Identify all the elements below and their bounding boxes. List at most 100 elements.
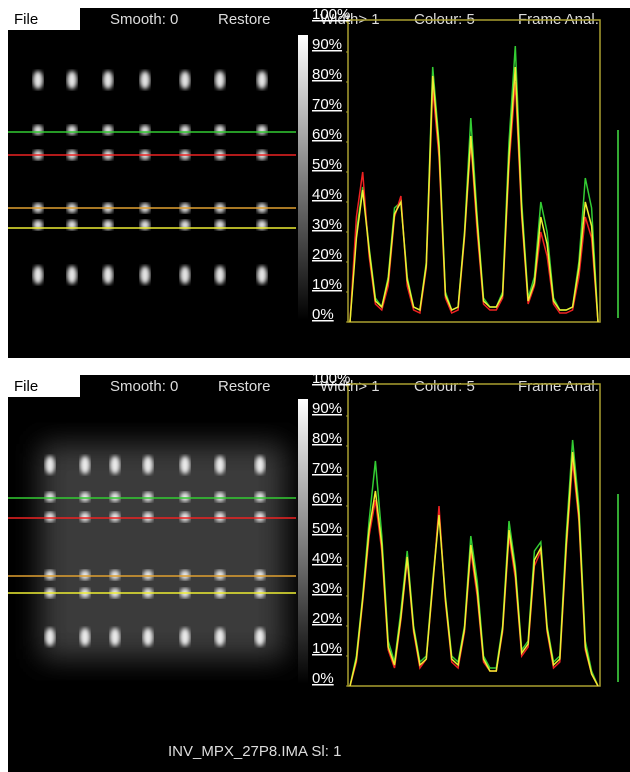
- image-spot: [67, 125, 77, 135]
- profile-series: [349, 66, 599, 323]
- y-tick-label: 10%: [312, 640, 342, 657]
- menu-item[interactable]: Colour: 5: [414, 378, 475, 395]
- image-spot: [80, 456, 90, 474]
- y-tick-label: 0%: [312, 306, 334, 323]
- image-spot: [67, 71, 77, 89]
- y-tick-label: 20%: [312, 246, 342, 263]
- image-spot: [257, 266, 267, 284]
- image-spot: [33, 71, 43, 89]
- y-tick-label: 90%: [312, 36, 342, 53]
- image-spot: [45, 628, 55, 646]
- image-spot: [255, 492, 265, 502]
- y-tick-label: 30%: [312, 216, 342, 233]
- y-tick-label: 50%: [312, 156, 342, 173]
- menu-item[interactable]: Frame Anal.: [518, 378, 599, 395]
- y-tick-label: 60%: [312, 490, 342, 507]
- image-spot: [103, 266, 113, 284]
- y-tick-label: 40%: [312, 550, 342, 567]
- image-spot: [180, 492, 190, 502]
- y-tick-label: 90%: [312, 400, 342, 417]
- image-spot: [140, 125, 150, 135]
- image-spot: [255, 628, 265, 646]
- image-spot: [80, 570, 90, 580]
- y-tick-label: 100%: [312, 370, 350, 387]
- image-haze: [40, 444, 285, 659]
- image-spot: [215, 570, 225, 580]
- y-tick-label: 100%: [312, 6, 350, 23]
- image-spot: [257, 125, 267, 135]
- image-spot: [80, 512, 90, 522]
- plot-frame: [347, 19, 601, 323]
- file-button[interactable]: [8, 375, 80, 397]
- image-spot: [180, 125, 190, 135]
- image-spot: [110, 492, 120, 502]
- image-spot: [143, 512, 153, 522]
- image-spot: [103, 125, 113, 135]
- y-tick-label: 70%: [312, 96, 342, 113]
- y-tick-label: 40%: [312, 186, 342, 203]
- y-tick-label: 0%: [312, 670, 334, 687]
- image-spot: [180, 570, 190, 580]
- y-tick-label: 70%: [312, 460, 342, 477]
- menu-item[interactable]: File: [14, 378, 38, 395]
- menu-item[interactable]: Restore: [218, 11, 271, 28]
- image-spot: [215, 456, 225, 474]
- y-tick-label: 80%: [312, 430, 342, 447]
- image-spot: [33, 266, 43, 284]
- y-tick-label: 50%: [312, 520, 342, 537]
- y-tick-label: 80%: [312, 66, 342, 83]
- profile-series: [349, 460, 599, 687]
- image-spot: [180, 512, 190, 522]
- plot-frame: [347, 383, 601, 687]
- image-spot: [67, 266, 77, 284]
- image-spot: [180, 628, 190, 646]
- image-spot: [215, 492, 225, 502]
- y-tick-label: 30%: [312, 580, 342, 597]
- image-spot: [103, 71, 113, 89]
- status-text: INV_MPX_27P8.IMA Sl: 1: [168, 743, 341, 760]
- image-spot: [110, 570, 120, 580]
- image-spot: [180, 71, 190, 89]
- file-button[interactable]: [8, 8, 80, 30]
- image-spot: [110, 456, 120, 474]
- image-spot: [110, 628, 120, 646]
- profile-series: [349, 439, 599, 687]
- image-spot: [33, 125, 43, 135]
- image-spot: [143, 492, 153, 502]
- image-spot: [255, 456, 265, 474]
- image-spot: [45, 512, 55, 522]
- menu-item[interactable]: Width> 1: [320, 378, 380, 395]
- image-spot: [45, 492, 55, 502]
- image-spot: [143, 570, 153, 580]
- image-spot: [180, 266, 190, 284]
- image-spot: [110, 512, 120, 522]
- image-spot: [215, 266, 225, 284]
- image-spot: [215, 125, 225, 135]
- image-spot: [140, 71, 150, 89]
- image-spot: [215, 628, 225, 646]
- image-spot: [180, 456, 190, 474]
- y-tick-label: 60%: [312, 126, 342, 143]
- image-spot: [80, 492, 90, 502]
- image-spot: [80, 628, 90, 646]
- image-spot: [255, 512, 265, 522]
- gray-scale-bar: [298, 35, 308, 320]
- image-spot: [140, 266, 150, 284]
- image-spot: [143, 456, 153, 474]
- panel-bg: [8, 8, 630, 358]
- image-spot: [45, 570, 55, 580]
- gray-scale-bar: [298, 399, 308, 684]
- menu-item[interactable]: File: [14, 11, 38, 28]
- image-spot: [215, 512, 225, 522]
- image-spot: [255, 570, 265, 580]
- image-spot: [257, 71, 267, 89]
- y-tick-label: 20%: [312, 610, 342, 627]
- profile-series: [349, 451, 599, 687]
- image-spot: [45, 456, 55, 474]
- y-tick-label: 10%: [312, 276, 342, 293]
- image-spot: [143, 628, 153, 646]
- menu-item[interactable]: Smooth: 0: [110, 11, 178, 28]
- menu-item[interactable]: Restore: [218, 378, 271, 395]
- menu-item[interactable]: Smooth: 0: [110, 378, 178, 395]
